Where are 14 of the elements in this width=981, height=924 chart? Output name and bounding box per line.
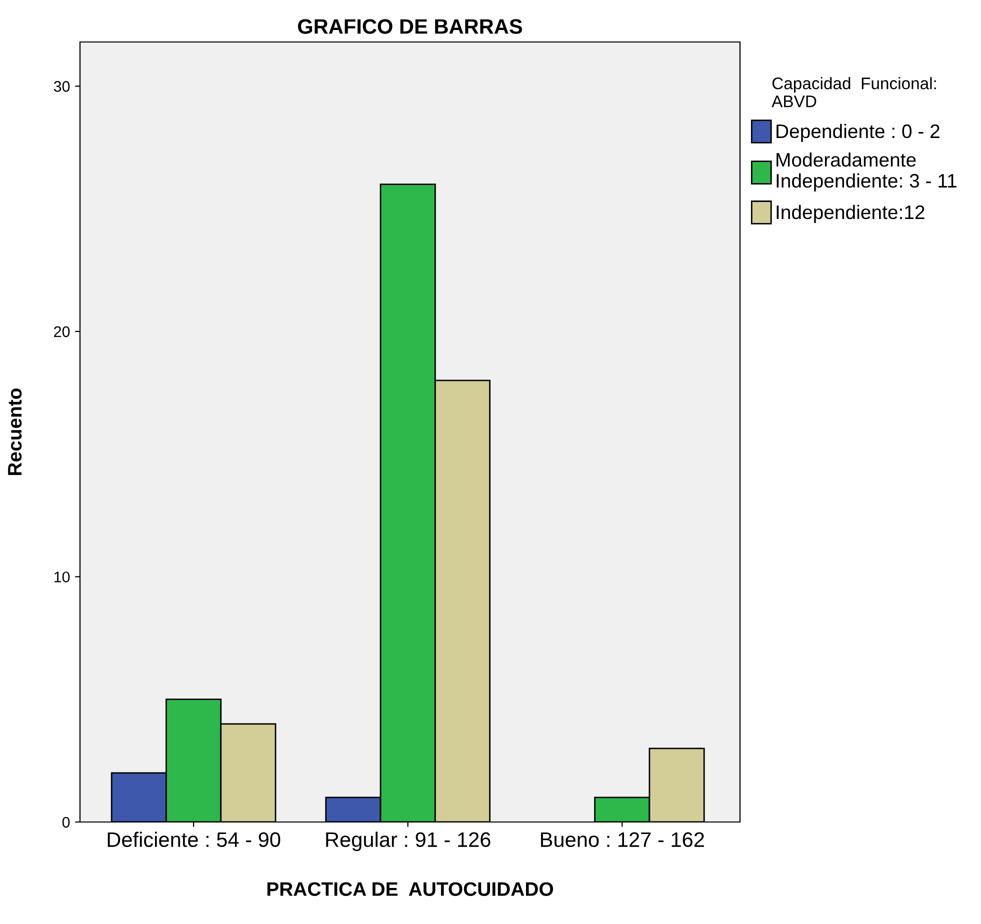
legend-label: Independiente:12 [776,204,924,223]
x-axis-title: PRACTICA DE AUTOCUIDADO [267,882,554,896]
legend-title: Capacidad Funcional: ABVD [772,77,936,108]
x-tick-label: Deficiente : 54 - 90 [108,832,280,848]
y-tick-label: 20 [54,326,70,338]
y-tick-label: 0 [62,816,70,828]
y-axis-title: Recuento [8,388,22,475]
legend-label: Moderadamente Independiente: 3 - 11 [776,152,956,192]
legend-label: Dependiente : 0 - 2 [776,124,940,142]
x-tick-label: Regular : 91 - 126 [326,832,490,852]
chart-title: GRAFICO DE BARRAS [298,19,522,34]
y-tick-label: 10 [54,572,70,582]
x-tick-label: Bueno : 127 - 162 [541,832,704,848]
y-tick-label: 30 [54,81,70,92]
